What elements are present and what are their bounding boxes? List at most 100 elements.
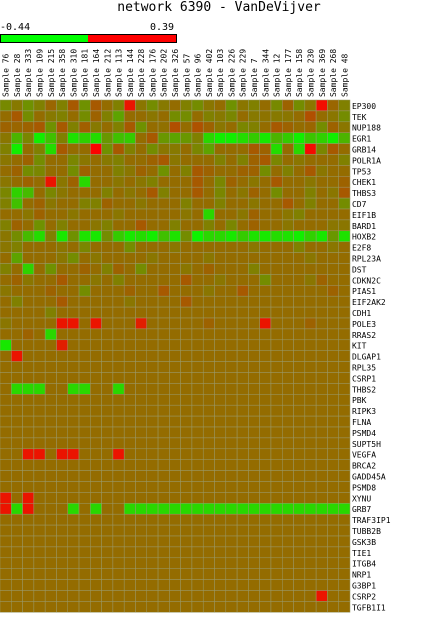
heatmap-cell: [270, 208, 283, 221]
heatmap-cell: [78, 448, 91, 460]
heatmap-cell: [202, 110, 215, 123]
heatmap-cell: [236, 492, 249, 504]
heatmap-cell: [180, 208, 193, 221]
heatmap-cell: [214, 110, 227, 123]
heatmap-cell: [191, 110, 204, 123]
column-label: Sample 164: [92, 49, 101, 97]
heatmap-cell: [327, 524, 339, 537]
heatmap-cell: [315, 394, 328, 406]
heatmap-cell: [44, 274, 57, 286]
heatmap-cell: [270, 186, 283, 199]
heatmap-cell: [33, 339, 46, 351]
row-label: SUPT5H: [352, 440, 381, 449]
heatmap-cell: [225, 252, 238, 264]
row-label: HOXB2: [352, 233, 376, 242]
heatmap-cell: [169, 437, 181, 450]
heatmap-cell: [101, 601, 114, 613]
heatmap-cell: [180, 339, 193, 351]
heatmap-cell: [135, 208, 148, 221]
column-label: Sample 57: [182, 53, 191, 97]
heatmap-cell: [202, 372, 215, 384]
heatmap-cell: [214, 143, 227, 155]
heatmap-cell: [56, 99, 68, 112]
heatmap-cell: [293, 492, 306, 504]
row-label: TIE1: [352, 549, 371, 558]
heatmap-cell: [259, 252, 272, 264]
heatmap-cell: [338, 350, 351, 362]
heatmap-cell: [338, 557, 351, 569]
heatmap-cell: [135, 350, 148, 362]
row-label: RRAS2: [352, 331, 376, 340]
heatmap-cell: [282, 503, 294, 515]
row-label: RIPK3: [352, 407, 376, 416]
heatmap-cell: [248, 219, 260, 232]
heatmap-cell: [180, 241, 193, 253]
heatmap-cell: [282, 176, 294, 188]
heatmap-cell: [282, 568, 294, 580]
heatmap-cell: [33, 176, 46, 188]
heatmap-cell: [90, 459, 102, 471]
heatmap-cell: [315, 513, 328, 526]
heatmap-cell: [270, 394, 283, 406]
heatmap-cell: [248, 481, 260, 493]
heatmap-cell: [338, 197, 351, 210]
heatmap-cell: [44, 295, 57, 308]
heatmap-cell: [293, 470, 306, 482]
heatmap-cell: [56, 513, 68, 526]
heatmap-cell: [112, 176, 125, 188]
heatmap-cell: [225, 383, 238, 395]
row-label: VEGFA: [352, 451, 376, 460]
heatmap-cell: [315, 459, 328, 471]
heatmap-cell: [157, 186, 170, 199]
heatmap-cell: [44, 404, 57, 417]
heatmap-cell: [11, 241, 23, 253]
heatmap-cell: [315, 601, 328, 613]
heatmap-cell: [135, 263, 148, 275]
heatmap-cell: [304, 328, 317, 341]
heatmap-cell: [44, 459, 57, 471]
heatmap-cell: [180, 404, 193, 417]
heatmap-cell: [22, 132, 35, 144]
heatmap-cell: [191, 121, 204, 133]
heatmap-cell: [304, 208, 317, 221]
heatmap-cell: [78, 176, 91, 188]
heatmap-cell: [293, 590, 306, 602]
heatmap-cell: [56, 219, 68, 232]
heatmap-cell: [123, 546, 136, 559]
heatmap-cell: [338, 219, 351, 232]
heatmap-cell: [315, 252, 328, 264]
heatmap-cell: [101, 546, 114, 559]
heatmap-cell: [282, 579, 294, 591]
heatmap-cell: [180, 176, 193, 188]
heatmap-cell: [123, 241, 136, 253]
heatmap-cell: [259, 176, 272, 188]
heatmap-cell: [157, 590, 170, 602]
heatmap-cell: [338, 328, 351, 341]
heatmap-cell: [33, 524, 46, 537]
heatmap-cell: [338, 121, 351, 133]
heatmap-cell: [214, 568, 227, 580]
heatmap-cell: [327, 415, 339, 428]
heatmap-cell: [180, 579, 193, 591]
heatmap-cell: [135, 241, 148, 253]
heatmap-cell: [293, 481, 306, 493]
heatmap-cell: [214, 426, 227, 439]
heatmap-cell: [270, 361, 283, 373]
heatmap-cell: [248, 132, 260, 144]
heatmap-cell: [169, 426, 181, 439]
heatmap-cell: [169, 230, 181, 242]
heatmap-cell: [202, 197, 215, 210]
heatmap-cell: [22, 99, 35, 112]
heatmap-cell: [135, 361, 148, 373]
heatmap-cell: [112, 481, 125, 493]
heatmap-cell: [90, 317, 102, 330]
heatmap-cell: [0, 176, 12, 188]
heatmap-cell: [293, 361, 306, 373]
heatmap-cell: [101, 197, 114, 210]
heatmap-cell: [248, 579, 260, 591]
heatmap-cell: [56, 437, 68, 450]
heatmap-cell: [180, 557, 193, 569]
heatmap-cell: [180, 143, 193, 155]
heatmap-cell: [327, 426, 339, 439]
heatmap-cell: [304, 426, 317, 439]
